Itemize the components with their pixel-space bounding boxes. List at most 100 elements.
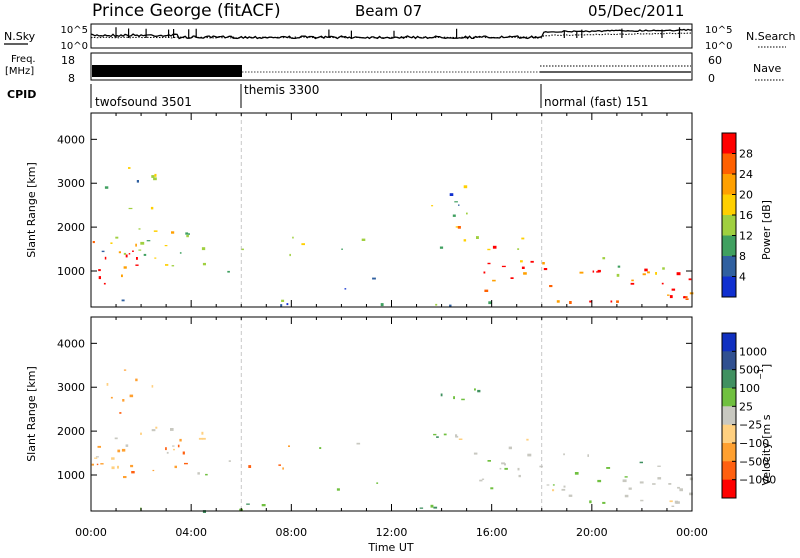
scatter-cell [546, 484, 550, 486]
scatter-cell [671, 288, 676, 291]
scatter-cell [510, 277, 514, 279]
scatter-cell [165, 447, 167, 451]
velocity-panel-frame [90, 316, 693, 512]
colorbar-tick-label: 28 [739, 148, 753, 161]
scatter-cell [481, 478, 485, 480]
scatter-cell [647, 271, 650, 274]
scatter-cell [301, 243, 305, 246]
scatter-cell [164, 245, 168, 247]
colorbar-segment [722, 235, 736, 257]
scatter-cell [202, 262, 206, 266]
scatter-cell [589, 300, 592, 303]
scatter-cell [140, 241, 145, 245]
scatter-cell [138, 249, 142, 251]
freq-left-tick-top: 18 [61, 54, 75, 67]
scatter-cell [523, 272, 527, 275]
scatter-cell [136, 180, 139, 183]
colorbar-segment [722, 461, 736, 481]
colorbar-segment [722, 443, 736, 462]
scatter-cell [630, 282, 635, 285]
scatter-cell [289, 253, 291, 257]
scatter-cell [487, 262, 491, 265]
scatter-cell [205, 473, 208, 476]
scatter-cell [463, 239, 467, 242]
scatter-cell [433, 433, 437, 436]
scatter-cell [669, 295, 673, 299]
scatter-cell [114, 437, 118, 440]
scatter-cell [150, 206, 154, 210]
colorbar-tick-label: 16 [739, 209, 753, 222]
colorbar-segment [722, 333, 736, 352]
scatter-cell [115, 236, 119, 239]
scatter-cell [186, 235, 189, 238]
scatter-cell [122, 399, 125, 402]
scatter-cell [135, 264, 139, 266]
scatter-cell [179, 252, 182, 254]
scatter-cell [504, 467, 508, 470]
scatter-cell [128, 167, 131, 169]
scatter-cell [106, 383, 109, 386]
scatter-cell [454, 201, 458, 203]
scatter-cell [173, 448, 175, 451]
scatter-cell [110, 396, 113, 399]
freq-panel-frame [90, 52, 693, 81]
colorbar-tick-label: 20 [739, 189, 753, 202]
freq-right-tick-top: 60 [708, 54, 722, 67]
time-tick-label: 12:00 [376, 526, 408, 539]
velocity-colorbar: 1000 500 100 25 −25 −100 −500 −1000 [721, 332, 776, 499]
scatter-cell [197, 472, 200, 475]
scatter-cell [154, 173, 157, 177]
scatter-cell [487, 460, 491, 462]
colorbar-segment [722, 351, 736, 371]
scatter-cell [171, 265, 175, 267]
scatter-cell [125, 444, 129, 447]
scatter-cell [98, 269, 101, 272]
scatter-cell [152, 469, 155, 472]
scatter-cell [490, 487, 494, 490]
scatter-cell [154, 257, 157, 259]
scatter-cell [282, 467, 284, 470]
scatter-cell [597, 269, 601, 273]
scatter-cell [165, 264, 169, 266]
noise-panel: N.Sky 10^5 10^0 10^5 10^0 N.Search [4, 23, 796, 52]
scatter-cell [642, 273, 646, 276]
scatter-cell [185, 232, 189, 235]
velocity-colorbar-bracket: ] [760, 364, 773, 368]
scatter-cell [440, 393, 443, 397]
scatter-cell [517, 467, 520, 471]
cpid-segment-2: normal (fast) 151 [544, 95, 648, 109]
colorbar-segment [722, 194, 736, 216]
cpid-segment-0: twofsound 3501 [95, 95, 192, 109]
scatter-cell [380, 303, 384, 307]
time-tick-label: 00:00 [676, 526, 708, 539]
scatter-cell [473, 452, 478, 455]
scatter-cell [501, 462, 505, 465]
power-panel-frame [90, 112, 693, 308]
scatter-cell [227, 270, 230, 273]
time-tick-label: 16:00 [476, 526, 508, 539]
colorbar-segment [722, 479, 736, 499]
scatter-cell [135, 378, 138, 382]
scatter-cell [542, 262, 545, 265]
scatter-cell [668, 483, 672, 485]
scatter-cell [488, 301, 492, 305]
scatter-cell [153, 177, 157, 181]
scatter-cell [117, 465, 119, 469]
scatter-cell [121, 448, 126, 452]
scatter-cell [443, 433, 447, 436]
scatter-cell [640, 499, 644, 502]
scatter-cell [655, 272, 657, 275]
scatter-cell [121, 299, 125, 302]
scatter-cell [153, 230, 158, 232]
noise-sky-series [90, 28, 693, 40]
colorbar-tick-label: −25 [739, 419, 762, 432]
freq-left-tick-bottom: 8 [68, 72, 75, 85]
scatter-cell [111, 457, 115, 460]
scatter-cell [187, 233, 190, 235]
cpid-row: CPID twofsound 3501 themis 3300 normal (… [7, 83, 648, 109]
colorbar-segment [722, 424, 736, 444]
scatter-cell [508, 446, 512, 450]
velocity-panel: 1000 2000 3000 4000 Slant Range [km] 1000 50… [25, 316, 776, 513]
noise-right-tick-bottom: 10^0 [705, 41, 732, 52]
